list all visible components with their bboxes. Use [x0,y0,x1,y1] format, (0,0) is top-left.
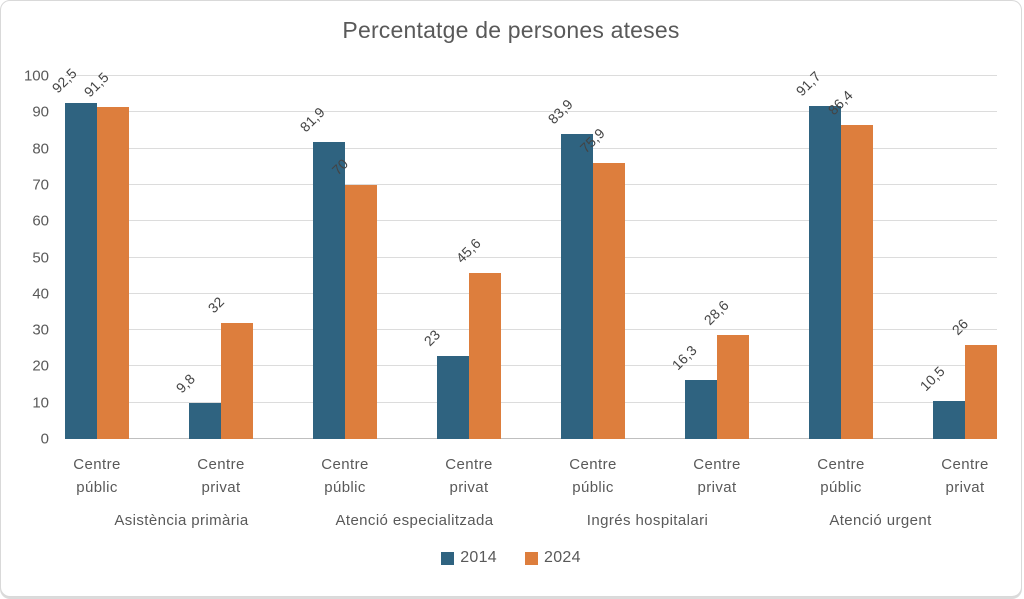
y-tick-label: 20 [32,357,49,375]
x-axis-line [65,438,997,439]
value-label: 10,5 [916,362,948,394]
value-label: 9,8 [172,370,199,397]
value-label: 83,9 [544,96,576,128]
bar-2024 [221,322,253,439]
gridline [65,147,997,149]
gridline [65,183,997,185]
group-label: Asistència primària [114,512,249,529]
y-tick-label: 70 [32,176,49,194]
value-label: 81,9 [296,103,328,135]
bar-pair: 23 45,6 [421,76,501,439]
category-label: Centre públic [73,456,121,497]
bar-pair: 83,9 75,9 [545,76,625,439]
category-label: Centre privat [693,456,741,497]
legend-label: 2014 [460,549,497,566]
value-label: 32 [204,293,228,316]
category-label: Centre públic [817,456,865,497]
plot-area: 92,5 91,5 9,8 32 81,9 70 23 45,6 83,9 75,9 16,3 28,… [49,65,997,439]
bar-2024 [841,125,873,439]
bar-2024 [345,184,377,439]
value-label: 45,6 [452,235,484,267]
y-tick-label: 60 [32,212,49,230]
chart-title: Percentatge de persones ateses [342,17,680,43]
group-label: Atenció especialitzada [335,512,494,529]
value-label: 16,3 [668,341,700,373]
bar-2024 [97,106,129,439]
category-label: Centre públic [569,456,617,497]
legend-label: 2024 [544,549,581,566]
gridline [65,256,997,258]
gridline [65,401,997,403]
bar-2014 [437,355,469,439]
gridline [65,329,997,331]
group-label: Ingrés hospitalari [586,512,709,529]
bar-2014 [189,403,221,439]
y-tick-label: 30 [32,321,49,339]
category-label: Centre privat [197,456,245,497]
legend-item-2014: 2014 [441,549,497,567]
y-tick-label: 90 [32,103,49,121]
y-tick-label: 10 [32,394,49,412]
bar-2024 [593,163,625,439]
y-tick-label: 0 [40,430,49,448]
category-label: Centre privat [941,456,989,497]
y-tick-label: 80 [32,140,49,158]
bar-2014 [685,379,717,439]
bar-pair: 92,5 91,5 [49,65,129,439]
bar-pair: 9,8 32 [173,76,253,439]
bar-pair: 10,5 26 [917,76,997,439]
gridline [65,365,997,367]
bar-2024 [469,273,501,439]
bar-pair: 91,7 86,4 [793,68,873,439]
y-tick-label: 50 [32,249,49,266]
bar-pair: 16,3 28,6 [669,76,749,439]
bar-2024 [965,344,997,439]
legend-swatch-icon [441,551,455,565]
gridline [65,220,997,222]
bar-2014 [933,400,965,439]
bar-pair: 81,9 70 [297,76,377,439]
y-axis: 0 10 20 30 40 50 60 70 80 90 100 [1,68,49,448]
bar-2014 [313,141,345,439]
value-label: 91,7 [792,67,824,100]
legend-swatch-icon [525,551,538,565]
bar-2014 [809,106,841,439]
y-tick-label: 100 [23,67,49,85]
value-label: 28,6 [700,297,732,329]
bar-2024 [717,335,749,439]
gridline [65,75,997,76]
category-label: Centre públic [321,456,369,497]
y-tick-label: 40 [32,285,49,303]
gridline [65,292,997,294]
legend-item-2024: 2024 [525,549,581,567]
gridline [65,111,997,113]
bar-2014 [561,134,593,439]
value-label: 91,5 [80,68,112,100]
group-label: Atenció urgent [829,512,932,529]
bar-2014 [65,103,97,439]
value-label: 26 [948,315,972,338]
value-label: 92,5 [48,65,80,97]
legend: 2014 2024 [1,549,1021,567]
category-label: Centre privat [445,456,493,497]
